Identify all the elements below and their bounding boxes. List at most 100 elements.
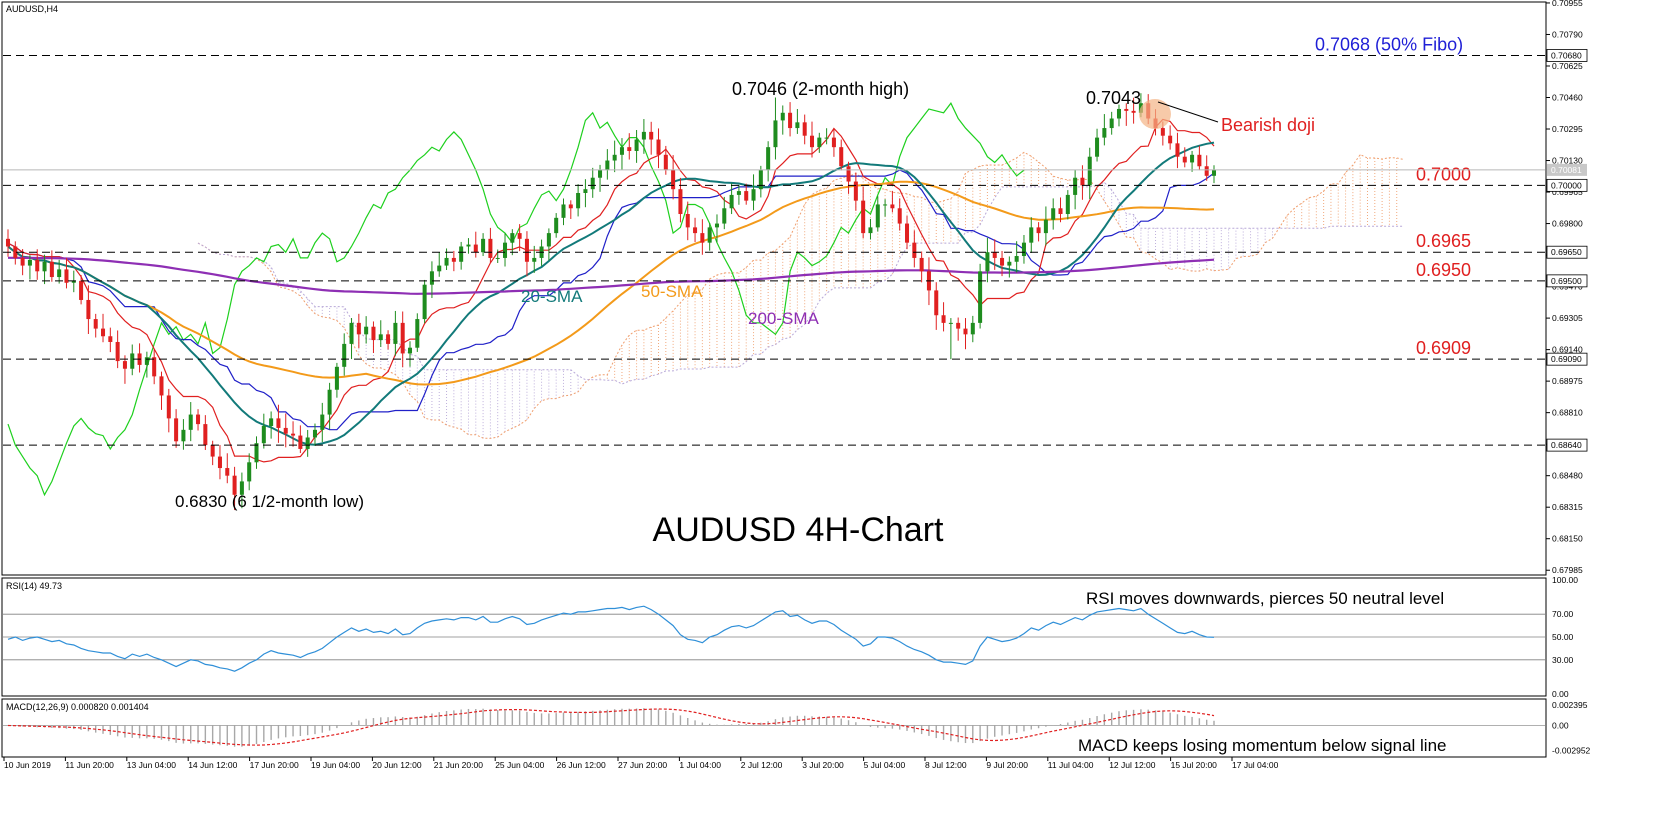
candle-body [356, 322, 361, 335]
candle-body [378, 334, 383, 341]
candle-body [517, 233, 522, 239]
rsi-panel-frame [1, 577, 1547, 697]
candle-body [707, 227, 712, 243]
candle-body [49, 261, 54, 278]
senkou-span-b [197, 181, 1404, 385]
candle-body [371, 326, 376, 341]
candle-body [970, 322, 975, 335]
candle-body [1175, 143, 1180, 157]
candle-body [254, 443, 259, 463]
x-tick-label: 11 Jun 20:00 [65, 760, 114, 770]
candle-body [503, 242, 508, 258]
candle-body [144, 357, 149, 365]
candle-body [985, 252, 990, 272]
x-tick-label: 15 Jul 20:00 [1171, 760, 1218, 770]
candle-body [451, 257, 456, 262]
macd-signal-line [7, 708, 1215, 746]
candle-body [612, 154, 617, 161]
candle-body [320, 414, 325, 430]
y-tick-label: 0.70790 [1552, 29, 1583, 39]
candle-body [1204, 166, 1209, 176]
rsi-tick-label: 70.00 [1552, 609, 1574, 619]
candle-body [510, 233, 515, 243]
x-tick-label: 5 Jul 04:00 [864, 760, 906, 770]
chart-title: AUDUSD 4H-Chart [653, 511, 944, 549]
candle-body [13, 246, 18, 258]
candle-body [671, 170, 676, 190]
candle-body [115, 341, 120, 362]
candle-body [1065, 194, 1070, 215]
candle-body [122, 361, 127, 369]
candle-body [561, 204, 566, 218]
candle-body [334, 366, 339, 390]
label-50-sma: 50-SMA [641, 282, 703, 301]
x-tick-label: 12 Jul 12:00 [1109, 760, 1156, 770]
candle-body [276, 418, 281, 428]
candle-body [1160, 128, 1165, 136]
x-tick-label: 19 Jun 04:00 [311, 760, 360, 770]
candle-body [978, 271, 983, 323]
candle-body [766, 147, 771, 171]
candle-body [992, 252, 997, 258]
candle-body [846, 166, 851, 182]
candle-body [1000, 257, 1005, 266]
candle-body [1014, 256, 1019, 262]
y-tick-label: 0.69140 [1552, 345, 1583, 355]
axis-level-box [1546, 438, 1588, 452]
y-tick-label: 0.68975 [1552, 376, 1583, 386]
candle-body [393, 322, 398, 344]
axis-level-box [1546, 352, 1588, 366]
y-tick-label: 0.67985 [1552, 565, 1583, 575]
axis-level-label: 0.68640 [1551, 440, 1582, 450]
candle-body [108, 336, 113, 342]
rsi-tick-label: 100.00 [1552, 575, 1578, 585]
candle-body [714, 223, 719, 228]
candle-body [1007, 261, 1012, 266]
candle-body [261, 426, 266, 444]
candle-body [1087, 156, 1092, 186]
x-tick-label: 17 Jul 04:00 [1232, 760, 1279, 770]
x-tick-label: 26 Jun 12:00 [557, 760, 606, 770]
axis-level-label: 0.69500 [1551, 276, 1582, 286]
x-tick-label: 17 Jun 20:00 [250, 760, 299, 770]
axis-level-label: 0.69650 [1551, 247, 1582, 257]
rsi-header: RSI(14) 49.73 [6, 581, 62, 591]
candle-body [649, 131, 654, 140]
candle-body [802, 122, 807, 136]
candle-body [634, 139, 639, 151]
kijun-sen-line [7, 169, 1215, 431]
candle-body [1182, 156, 1187, 163]
rsi-line [7, 605, 1215, 672]
current-price-box [1547, 163, 1587, 176]
candle-body [685, 214, 690, 228]
sma-200-line [8, 256, 1215, 295]
macd-header: MACD(12,26,9) 0.000820 0.001404 [6, 702, 149, 712]
candle-body [79, 280, 84, 300]
y-tick-label: 0.70295 [1552, 124, 1583, 134]
candle-body [568, 204, 573, 209]
candle-body [217, 456, 222, 469]
candle-body [283, 427, 288, 434]
candle-body [305, 437, 310, 449]
level-label: 0.7000 [1416, 164, 1471, 184]
x-tick-label: 14 Jun 12:00 [188, 760, 237, 770]
x-tick-label: 21 Jun 20:00 [434, 760, 483, 770]
candle-body [5, 238, 11, 247]
candle-body [437, 265, 442, 272]
axis-level-box [1546, 49, 1588, 62]
rsi-tick-label: 0.00 [1552, 689, 1569, 699]
candle-body [210, 445, 215, 457]
candle-body [444, 257, 449, 266]
candle-body [459, 246, 464, 262]
candle-body [956, 322, 961, 329]
candle-body [342, 343, 347, 367]
y-tick-label: 0.69800 [1552, 219, 1583, 229]
candle-body [678, 189, 683, 215]
candle-body [247, 462, 252, 482]
axis-level-box [1546, 274, 1588, 288]
candle-body [429, 271, 434, 285]
sma-20-line [7, 141, 1215, 446]
candle-body [407, 347, 413, 354]
y-tick-label: 0.68480 [1552, 471, 1583, 481]
